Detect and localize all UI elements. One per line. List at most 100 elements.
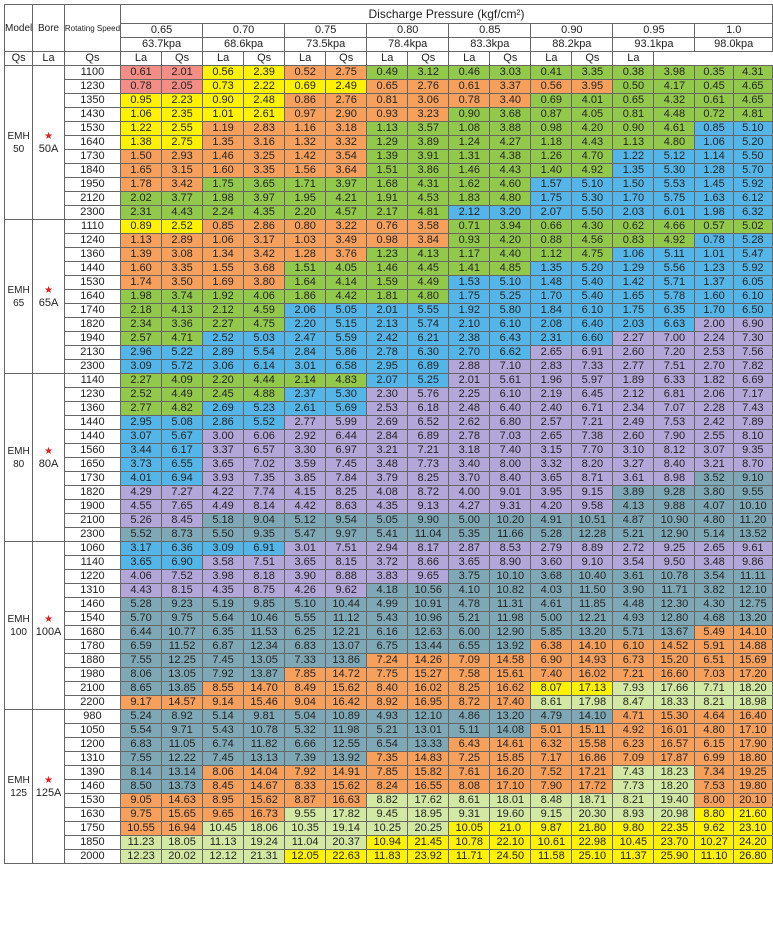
qs-value-cell: 0.93: [448, 233, 491, 248]
la-value-cell: 24.50: [489, 849, 532, 864]
la-value-cell: 14.10: [571, 709, 614, 724]
qs-value-cell: 3.09: [120, 359, 163, 374]
qs-value-cell: 2.27: [120, 373, 163, 388]
qs-value-cell: 5.91: [694, 639, 734, 654]
rotating-speed-cell: 2130: [63, 345, 122, 360]
la-value-cell: 17.82: [325, 807, 368, 822]
la-value-cell: 9.65: [407, 569, 450, 584]
la-value-cell: 3.18: [325, 121, 368, 136]
la-value-cell: 11.71: [653, 583, 696, 598]
qs-value-cell: 8.06: [120, 667, 163, 682]
rotating-speed-cell: 1060: [63, 541, 122, 556]
la-value-cell: 8.20: [571, 457, 614, 472]
rotating-speed-cell: 2100: [63, 681, 122, 696]
qs-value-cell: 1.70: [612, 191, 655, 206]
qs-value-cell: 5.04: [284, 709, 327, 724]
la-value-cell: 10.91: [407, 597, 450, 612]
la-value-cell: 4.20: [489, 233, 532, 248]
qs-value-cell: 3.21: [366, 443, 409, 458]
la-value-cell: 5.92: [732, 177, 773, 192]
qs-value-cell: 8.87: [284, 793, 327, 808]
qs-value-cell: 1.83: [448, 191, 491, 206]
qs-value-cell: 1.68: [366, 177, 409, 192]
qs-value-cell: 2.06: [694, 387, 734, 402]
la-value-cell: 6.89: [407, 359, 450, 374]
qs-value-cell: 1.75: [612, 303, 655, 318]
qs-value-cell: 5.19: [202, 597, 245, 612]
la-value-cell: 7.89: [732, 415, 773, 430]
rotating-speed-cell: 1240: [63, 233, 122, 248]
qs-value-cell: 6.87: [202, 639, 245, 654]
la-value-cell: 17.98: [571, 695, 614, 710]
qs-value-cell: 8.50: [120, 779, 163, 794]
la-value-cell: 16.55: [407, 779, 450, 794]
la-value-cell: 4.38: [489, 149, 532, 164]
qs-value-cell: 4.91: [530, 513, 573, 528]
qs-value-cell: 8.33: [284, 779, 327, 794]
la-value-cell: 3.68: [489, 107, 532, 122]
qs-value-cell: 3.01: [284, 359, 327, 374]
table-row: 1310 7.55 12.22 7.45 13.13 7.39 13.92 7.35 14.83…: [5, 751, 773, 766]
table-row: 1740 2.18 4.13 2.12 4.59 2.06 5.05 2.01 5.55 1.92…: [5, 303, 773, 318]
rotating-speed-cell: 1730: [63, 149, 122, 164]
la-value-cell: 7.82: [732, 359, 773, 374]
table-row: 1530 9.05 14.63 8.95 15.62 8.87 16.63 8.82 17.62…: [5, 793, 773, 808]
table-row: 2200 9.17 14.57 9.14 15.46 9.04 16.42 8.92 16.95…: [5, 695, 773, 710]
qs-value-cell: 7.52: [530, 765, 573, 780]
qs-value-cell: 5.21: [448, 611, 491, 626]
rotating-speed-cell: 2120: [63, 191, 122, 206]
la-value-cell: 5.30: [571, 191, 614, 206]
qs-value-cell: 0.65: [612, 93, 655, 108]
rotating-speed-cell: 1230: [63, 387, 122, 402]
qs-value-cell: 6.90: [530, 653, 573, 668]
la-value-cell: 2.05: [161, 79, 204, 94]
la-value-cell: 8.90: [489, 555, 532, 570]
qs-value-cell: 3.68: [530, 569, 573, 584]
qs-value-cell: 8.21: [694, 695, 734, 710]
table-row: 1980 8.06 13.05 7.92 13.87 7.85 14.72 7.75 15.27…: [5, 667, 773, 682]
la-value-cell: 11.52: [161, 639, 204, 654]
la-value-cell: 14.91: [325, 765, 368, 780]
qs-value-cell: 2.25: [448, 387, 491, 402]
qs-value-cell: 5.32: [284, 723, 327, 738]
qs-value-cell: 1.71: [284, 177, 327, 192]
la-value-cell: 4.49: [407, 275, 450, 290]
la-value-cell: 9.31: [489, 499, 532, 514]
bore-column-header: Bore: [32, 4, 65, 52]
qs-value-cell: 2.84: [284, 345, 327, 360]
qs-value-cell: 1.01: [694, 247, 734, 262]
la-value-cell: 10.96: [407, 611, 450, 626]
qs-value-cell: 0.56: [530, 79, 573, 94]
bore-cell: ★ 50A: [32, 65, 65, 220]
qs-value-cell: 2.07: [530, 205, 573, 220]
qs-value-cell: 2.53: [694, 345, 734, 360]
la-value-cell: 5.53: [653, 177, 696, 192]
qs-value-cell: 2.38: [448, 331, 491, 346]
table-row: 1680 6.44 10.77 6.35 11.53 6.25 12.21 6.16 12.63…: [5, 625, 773, 640]
qs-header: Qs: [63, 51, 122, 66]
la-value-cell: 17.40: [489, 695, 532, 710]
model-cell: EMH 100: [3, 541, 34, 710]
qs-value-cell: 2.48: [448, 401, 491, 416]
qs-value-cell: 7.61: [448, 765, 491, 780]
la-value-cell: 12.34: [243, 639, 286, 654]
la-value-cell: 6.57: [243, 443, 286, 458]
qs-value-cell: 1.63: [694, 191, 734, 206]
qs-value-cell: 1.50: [612, 177, 655, 192]
la-value-cell: 11.11: [732, 569, 773, 584]
la-value-cell: 8.17: [407, 541, 450, 556]
qs-value-cell: 3.01: [284, 541, 327, 556]
pressure-kgf-header: 0.90: [530, 23, 614, 38]
qs-value-cell: 1.60: [120, 261, 163, 276]
qs-value-cell: 6.25: [284, 625, 327, 640]
qs-value-cell: 3.52: [694, 471, 734, 486]
qs-value-cell: 0.85: [694, 121, 734, 136]
qs-value-cell: 8.47: [612, 695, 655, 710]
qs-value-cell: 5.49: [694, 625, 734, 640]
la-value-cell: 8.14: [243, 499, 286, 514]
qs-value-cell: 7.90: [530, 779, 573, 794]
la-value-cell: 4.82: [161, 401, 204, 416]
la-value-cell: 17.20: [732, 667, 773, 682]
qs-value-cell: 7.43: [612, 765, 655, 780]
qs-value-cell: 4.80: [694, 723, 734, 738]
